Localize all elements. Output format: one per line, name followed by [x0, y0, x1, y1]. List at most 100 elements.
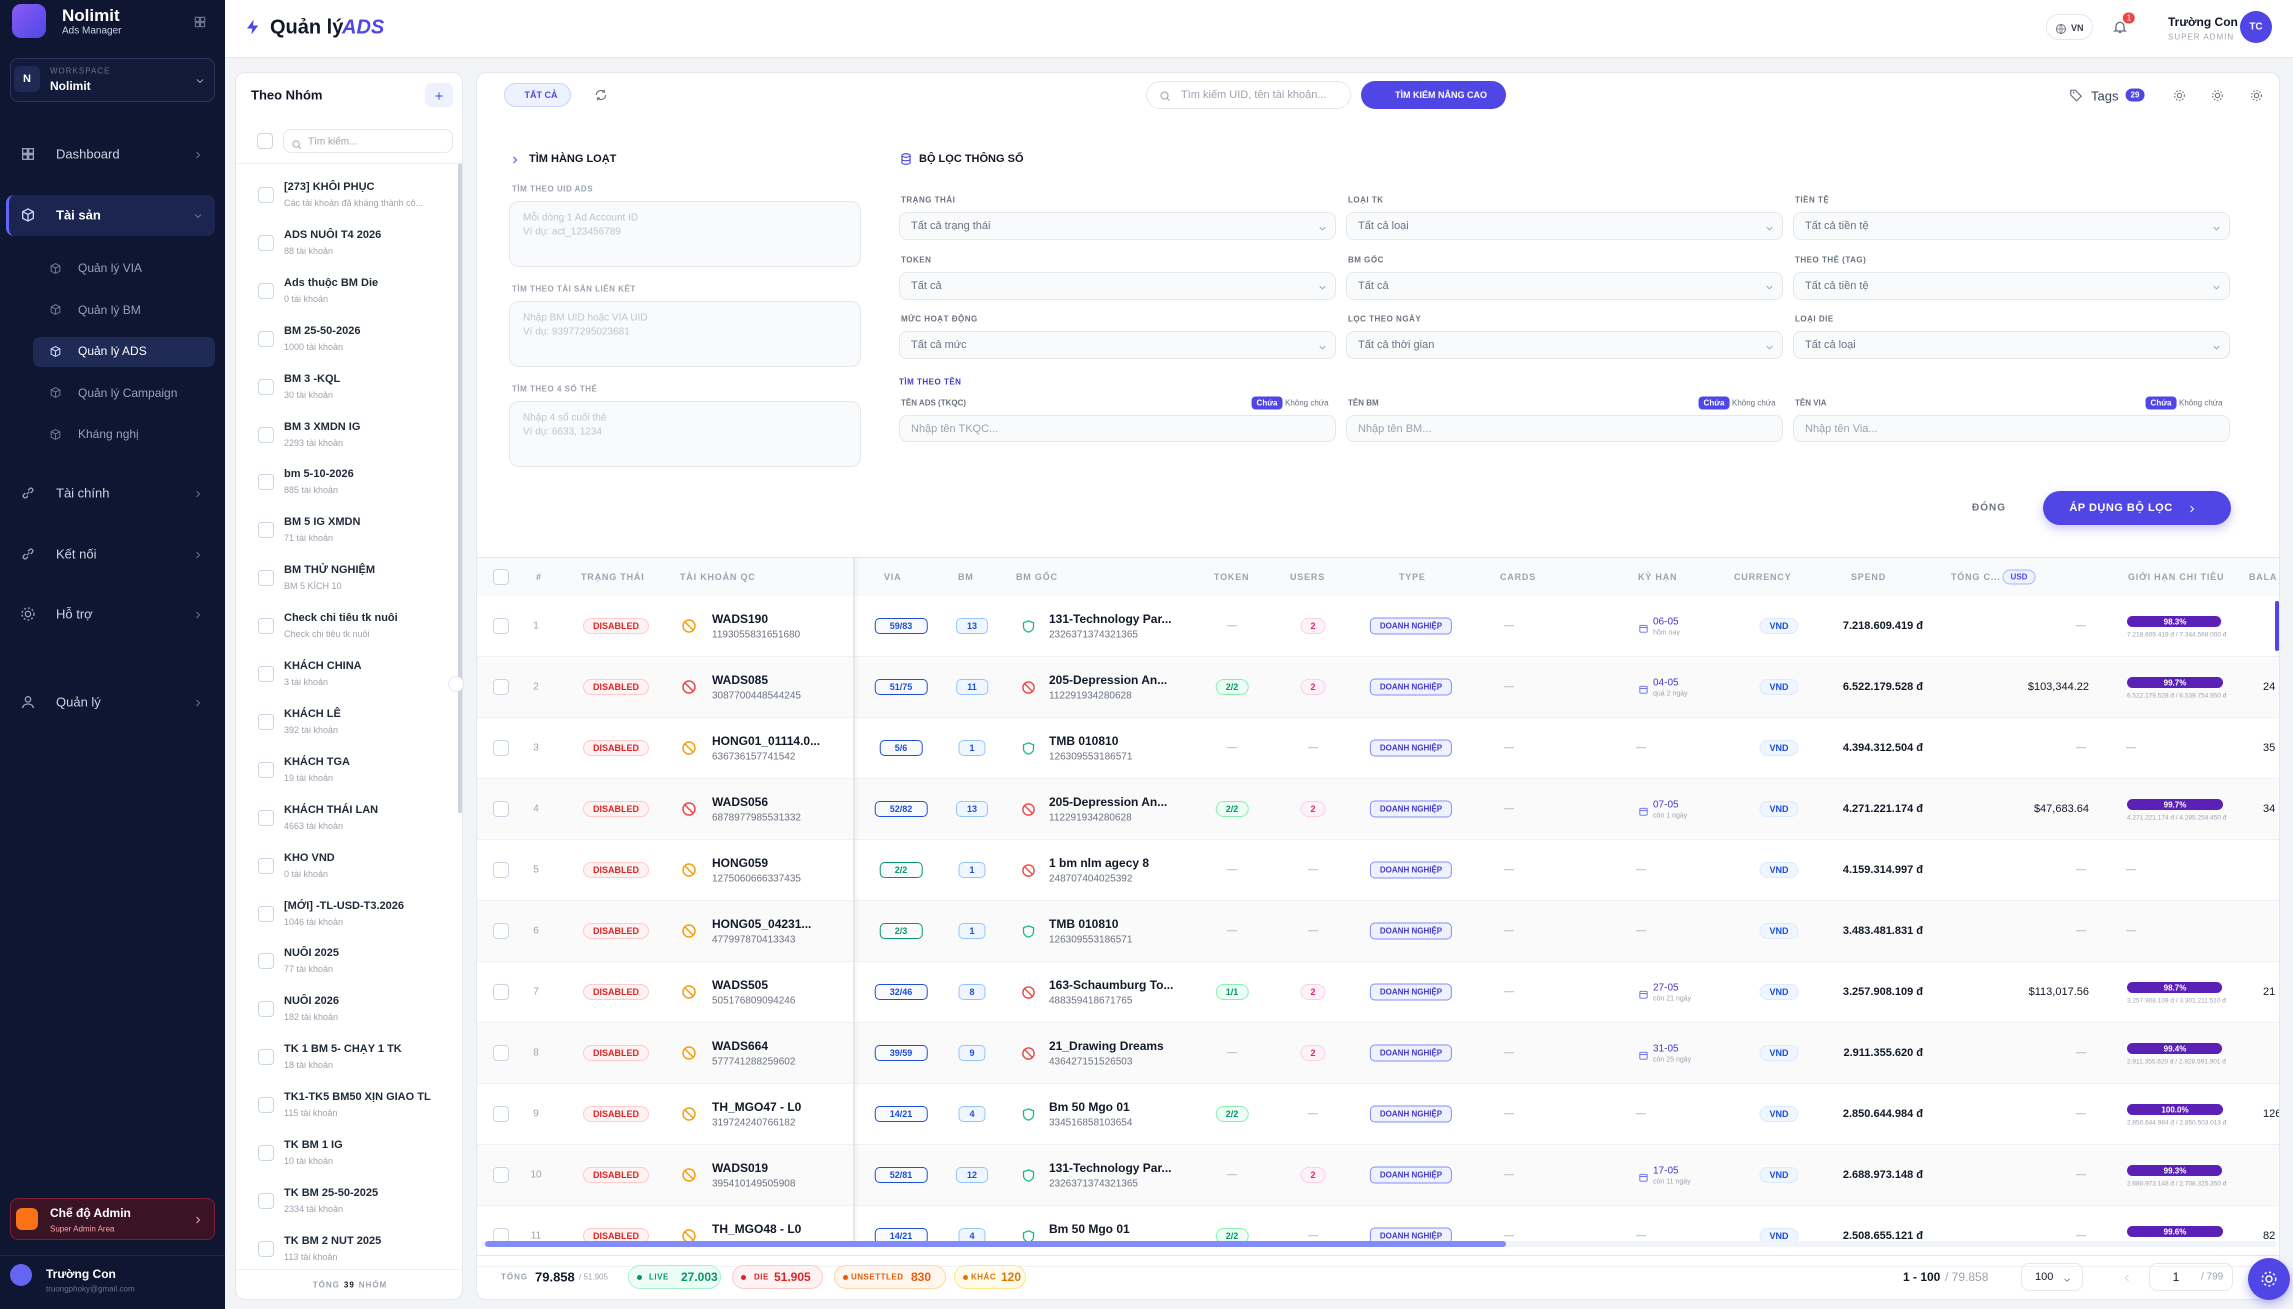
checkbox[interactable] [493, 1045, 509, 1061]
subnav-item[interactable]: Quản lý BM [78, 302, 141, 317]
group-name[interactable]: KHÁCH THÁI LAN [284, 803, 379, 816]
select-box[interactable] [899, 331, 1336, 359]
account-name[interactable]: WADS085 [712, 673, 769, 687]
checkbox[interactable] [258, 857, 274, 874]
bulk-textarea[interactable] [509, 401, 861, 467]
v-scroll-thumb[interactable] [2275, 601, 2279, 651]
group-name[interactable]: TK1-TK5 BM50 XỊN GIAO TL [284, 1091, 431, 1104]
admin-card[interactable] [10, 1198, 215, 1240]
tags-label[interactable]: Tags [2091, 88, 2119, 104]
checkbox[interactable] [493, 1167, 509, 1183]
not-contains-toggle[interactable]: Không chứa [1732, 398, 1776, 408]
h-scroll-thumb[interactable] [485, 1241, 1506, 1247]
nav-item[interactable]: Quản lý [56, 694, 101, 710]
group-name[interactable]: KHÁCH LÊ [284, 707, 341, 720]
checkbox[interactable] [493, 740, 509, 756]
lang-switch[interactable]: VN [2046, 14, 2093, 40]
checkbox[interactable] [493, 679, 509, 695]
account-name[interactable]: HONG05_04231... [712, 917, 812, 931]
settings-fab[interactable] [2248, 1258, 2290, 1300]
checkbox[interactable] [257, 133, 273, 149]
filter-all[interactable] [504, 83, 571, 107]
checkbox[interactable] [258, 761, 274, 778]
select-box[interactable] [1346, 212, 1783, 240]
select-box[interactable] [1346, 331, 1783, 359]
checkbox[interactable] [493, 862, 509, 878]
checkbox[interactable] [258, 234, 274, 251]
name-input[interactable] [1793, 415, 2230, 442]
checkbox[interactable] [258, 666, 274, 682]
group-name[interactable]: BM 3 -KQL [284, 372, 341, 385]
currency-toggle[interactable]: USD [2002, 569, 2036, 585]
checkbox[interactable] [493, 984, 509, 1000]
checkbox[interactable] [258, 713, 274, 730]
group-name[interactable]: KHÁCH CHINA [284, 660, 362, 672]
bulk-textarea[interactable] [509, 201, 861, 267]
subnav-item[interactable]: Quản lý ADS [78, 344, 147, 358]
group-name[interactable]: BM 5 IG XMDN [284, 516, 361, 529]
checkbox[interactable] [258, 378, 274, 395]
checkbox[interactable] [493, 1106, 509, 1122]
checkbox[interactable] [258, 330, 274, 347]
account-name[interactable]: WADS056 [712, 795, 769, 809]
group-name[interactable]: BM THỬ NGHIỆM [284, 564, 376, 577]
account-name[interactable]: TH_MGO48 - L0 [712, 1222, 802, 1236]
nav-item[interactable]: Hỗ trợ [56, 606, 93, 622]
checkbox[interactable] [258, 953, 274, 970]
checkbox[interactable] [493, 569, 509, 585]
group-name[interactable]: TK BM 1 IG [284, 1139, 343, 1151]
checkbox[interactable] [258, 1097, 274, 1114]
group-name[interactable]: TK BM 25-50-2025 [284, 1186, 379, 1199]
account-name[interactable]: HONG059 [712, 856, 769, 870]
contains-toggle[interactable]: Chứa [1698, 396, 1730, 410]
account-name[interactable]: WADS664 [712, 1039, 769, 1053]
checkbox[interactable] [258, 1001, 274, 1018]
account-name[interactable]: HONG01_01114.0... [712, 734, 821, 748]
group-name[interactable]: TK BM 2 NUT 2025 [284, 1234, 382, 1247]
page-input[interactable] [2149, 1263, 2233, 1291]
nav-item[interactable]: Dashboard [56, 146, 120, 162]
checkbox[interactable] [258, 282, 274, 299]
select-box[interactable] [1346, 271, 1783, 300]
select-box[interactable] [1793, 212, 2230, 240]
group-name[interactable]: BM 3 XMDN IG [284, 420, 361, 433]
checkbox[interactable] [493, 618, 509, 634]
checkbox[interactable] [258, 1145, 274, 1161]
nav-item[interactable]: Kết nối [56, 546, 97, 562]
subnav-item[interactable]: Quản lý Campaign [78, 385, 178, 400]
group-name[interactable]: Check chi tiêu tk nuôi [284, 612, 398, 625]
subnav-item[interactable]: Kháng nghị [78, 427, 139, 441]
bulk-textarea[interactable] [509, 301, 861, 367]
checkbox[interactable] [258, 522, 274, 539]
group-name[interactable]: KHÁCH TGA [284, 755, 350, 768]
checkbox[interactable] [258, 1240, 274, 1257]
checkbox[interactable] [258, 1192, 274, 1209]
checkbox[interactable] [493, 801, 509, 817]
checkbox[interactable] [258, 187, 274, 203]
group-name[interactable]: [MỚI] -TL-USD-T3.2026 [284, 899, 405, 912]
contains-toggle[interactable]: Chứa [2145, 396, 2177, 410]
select-box[interactable] [1793, 331, 2230, 359]
group-name[interactable]: bm 5-10-2026 [284, 468, 354, 481]
group-search[interactable]: Tìm kiếm... [283, 129, 453, 153]
group-name[interactable]: NUÔI 2025 [284, 947, 340, 960]
group-name[interactable]: [273] KHÔI PHỤC [284, 181, 375, 193]
account-name[interactable]: WADS505 [712, 978, 769, 992]
advanced-search-button[interactable] [1361, 81, 1506, 109]
checkbox[interactable] [258, 570, 274, 587]
add-group-button[interactable] [425, 83, 453, 107]
checkbox[interactable] [258, 474, 274, 491]
select-box[interactable] [899, 212, 1336, 240]
workspace-card[interactable] [10, 58, 215, 102]
group-name[interactable]: ADS NUÔI T4 2026 [284, 228, 382, 241]
contains-toggle[interactable]: Chứa [1251, 396, 1283, 410]
checkbox[interactable] [258, 905, 274, 922]
header-avatar[interactable]: TC [2240, 11, 2272, 43]
checkbox[interactable] [258, 1049, 274, 1066]
account-name[interactable]: TH_MGO47 - L0 [712, 1100, 802, 1114]
page-size-select[interactable] [2021, 1263, 2083, 1291]
checkbox[interactable] [493, 923, 509, 939]
group-name[interactable]: NUÔI 2026 [284, 995, 340, 1008]
name-input[interactable] [1346, 415, 1783, 442]
group-name[interactable]: KHO VND [284, 851, 335, 864]
